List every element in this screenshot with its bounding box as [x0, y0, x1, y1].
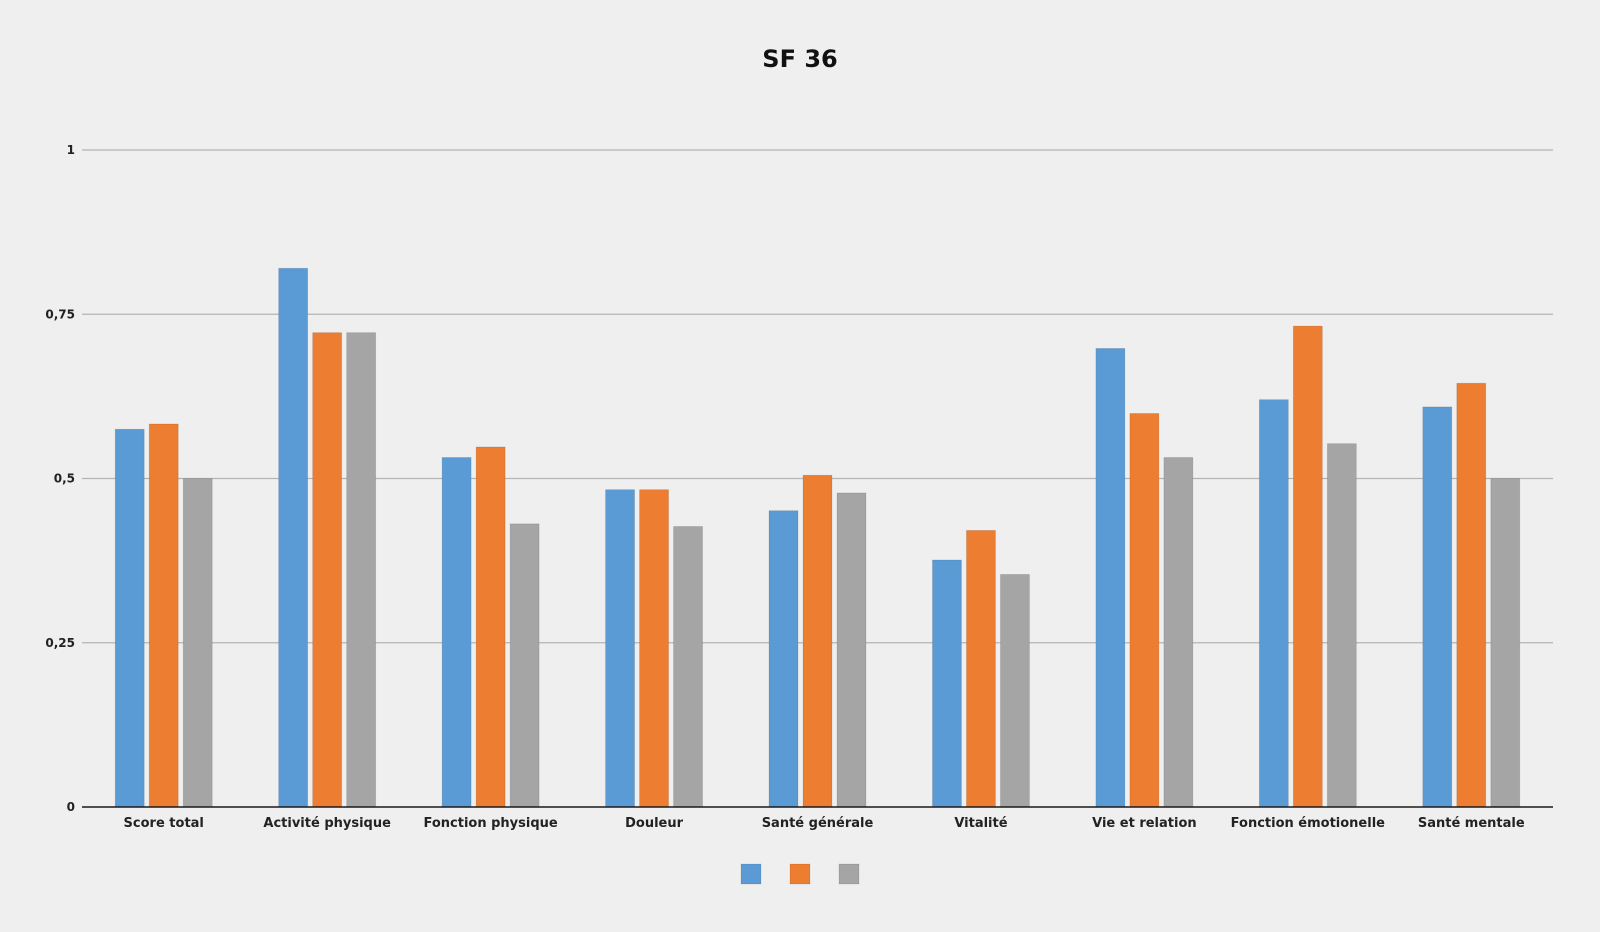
bar	[802, 474, 833, 808]
y-tick-label: 0,5	[54, 472, 75, 486]
x-tick-label: Santé mentale	[1418, 816, 1525, 831]
bars	[114, 267, 1521, 808]
x-tick-label: Vie et relation	[1092, 816, 1197, 831]
bar	[1456, 382, 1487, 808]
bar	[1422, 406, 1453, 808]
legend-swatch	[838, 863, 860, 885]
bar	[1163, 457, 1194, 808]
legend-swatch	[789, 863, 811, 885]
chart-title: SF 36	[762, 45, 837, 73]
x-tick-label: Santé générale	[762, 816, 874, 831]
bar	[114, 428, 145, 808]
bar	[346, 332, 377, 808]
bar	[1258, 399, 1289, 808]
bar	[966, 530, 996, 808]
bar	[441, 457, 472, 808]
bar	[673, 526, 703, 808]
bar	[148, 423, 179, 808]
bar	[475, 446, 506, 808]
bar	[1490, 478, 1521, 808]
bar	[1095, 348, 1126, 808]
bar	[1292, 325, 1323, 808]
bar	[605, 489, 635, 808]
bar	[836, 492, 867, 808]
x-tick-label: Score total	[124, 816, 204, 831]
x-tick-label: Douleur	[625, 816, 684, 831]
bar	[278, 267, 309, 808]
bar	[182, 478, 213, 808]
bar	[1129, 413, 1160, 808]
x-tick-label: Fonction émotionelle	[1231, 816, 1386, 831]
bar	[312, 332, 343, 808]
x-tick-label: Activité physique	[263, 816, 391, 831]
y-tick-label: 0	[67, 800, 75, 814]
legend-swatch	[740, 863, 762, 885]
bar	[932, 559, 962, 808]
bar	[1326, 443, 1357, 808]
bar	[639, 489, 669, 808]
bar	[768, 510, 799, 808]
y-tick-label: 1	[67, 143, 75, 157]
axes: 0 0,25 0,5 0,75 1 Score total Activité physiqu…	[45, 143, 1553, 831]
bar	[1000, 574, 1030, 808]
y-tick-label: 0,75	[45, 307, 75, 321]
x-tick-label: Fonction physique	[423, 816, 557, 831]
y-tick-label: 0,25	[45, 636, 75, 650]
legend	[740, 863, 860, 885]
x-tick-label: Vitalité	[954, 816, 1007, 831]
bar	[509, 523, 540, 808]
